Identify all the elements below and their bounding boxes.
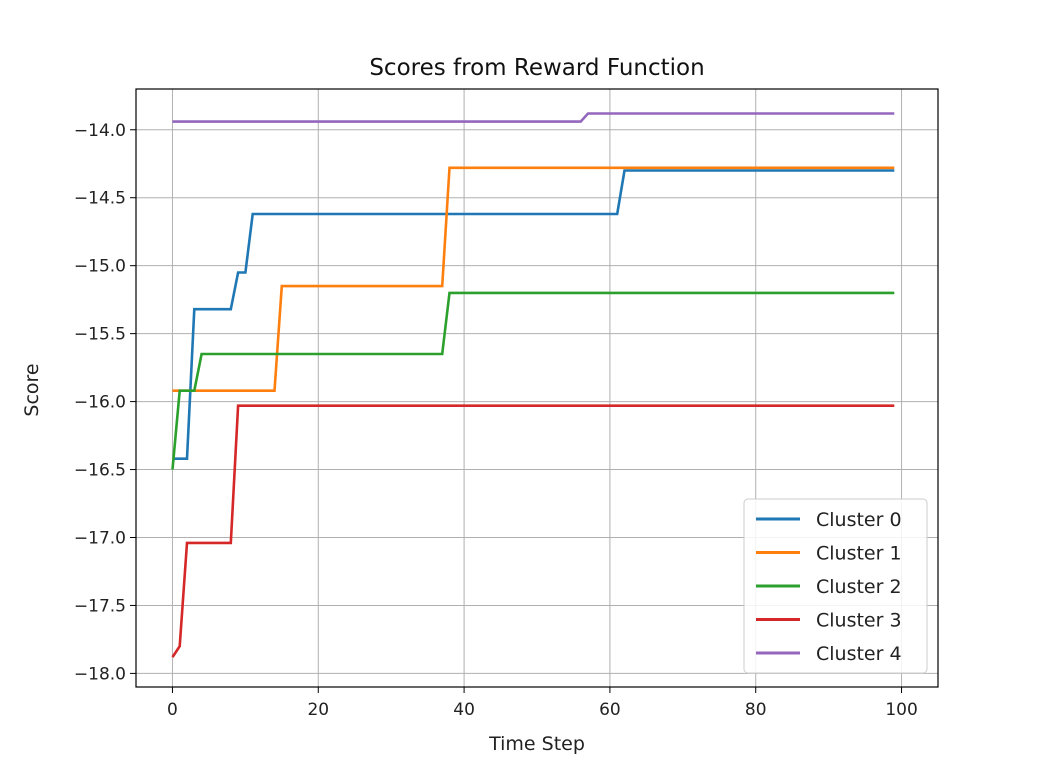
x-tick-label: 100 [885,700,917,720]
legend-label-cluster-4: Cluster 4 [816,643,902,665]
y-tick-label: −14.5 [74,189,126,209]
x-tick-label: 80 [745,700,767,720]
chart-title: Scores from Reward Function [369,55,704,81]
y-tick-label: −14.0 [74,121,126,141]
y-tick-label: −16.5 [74,461,126,481]
series-layer [171,112,895,658]
x-tick-label: 0 [167,700,178,720]
y-tick-label: −15.5 [74,325,126,345]
ticks: 0 20 40 60 80 100 −14.0 −14.5 −15.0 −15.5 −16.0 −16… [74,121,918,720]
series-line-cluster-0 [172,169,895,461]
series-line-cluster-2 [171,291,895,470]
series-line-cluster-3 [171,404,895,658]
legend-label-cluster-0: Cluster 0 [816,509,902,531]
series-line-cluster-1 [172,166,895,393]
y-axis-label: Score [21,363,43,416]
legend-label-cluster-2: Cluster 2 [816,576,902,598]
legend-label-cluster-1: Cluster 1 [816,543,902,565]
x-axis-label: Time Step [488,733,585,755]
plot-frame [135,88,939,688]
y-tick-label: −17.0 [74,529,126,549]
y-tick-label: −17.5 [74,596,126,616]
y-tick-label: −16.0 [74,393,126,413]
y-tick-label: −15.0 [74,257,126,277]
series-line-cluster-4 [172,112,895,123]
legend-label-cluster-3: Cluster 3 [816,610,902,632]
x-tick-label: 20 [307,700,329,720]
x-tick-label: 40 [453,700,475,720]
y-tick-label: −18.0 [74,664,126,684]
x-tick-label: 60 [599,700,621,720]
legend-frame [743,498,928,674]
legend: Cluster 0 Cluster 1 Cluster 2 Cluster 3 Clus… [743,498,928,674]
